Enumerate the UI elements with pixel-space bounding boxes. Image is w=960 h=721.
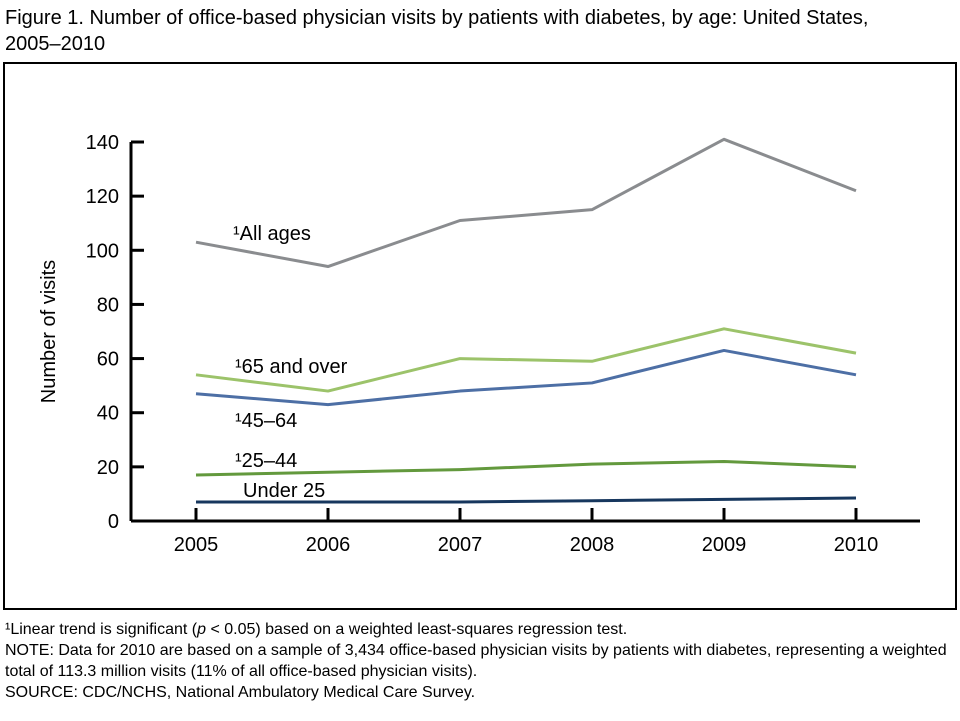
y-tick-label: 120	[86, 186, 119, 208]
series-label-65-and-over: ¹65 and over	[235, 356, 348, 378]
footnote-trend-p: p	[197, 621, 206, 638]
series-line-45-64	[195, 348, 857, 407]
y-axis-title: Number of visits	[38, 260, 60, 403]
series-label-under-25: Under 25	[243, 480, 325, 502]
chart-canvas: 0 20 40 60 80 100 120 140 2005 2006 2007 2008 2009 20…	[38, 132, 920, 556]
y-tick-label: 0	[108, 511, 119, 533]
series-label-45-64: ¹45–64	[235, 410, 297, 432]
x-tick-label: 2009	[702, 534, 747, 556]
series-line-all-ages	[195, 137, 857, 269]
x-tick-label: 2008	[570, 534, 615, 556]
x-tick-label: 2010	[834, 534, 879, 556]
y-tick-label: 140	[86, 132, 119, 154]
series-label-25-44: ¹25–44	[235, 450, 297, 472]
footnote-note: NOTE: Data for 2010 are based on a sampl…	[5, 642, 947, 680]
x-tick-label: 2005	[174, 534, 219, 556]
footnote-trend: ¹Linear trend is significant (p < 0.05) …	[5, 619, 953, 640]
series-line-25-44	[195, 459, 857, 477]
y-tick-label: 80	[97, 294, 119, 316]
y-tick-label: 40	[97, 403, 119, 425]
series-line-under-25	[196, 496, 857, 504]
x-tick-label: 2007	[438, 534, 483, 556]
footnote-trend-pre: ¹Linear trend is significant (	[5, 621, 198, 638]
chart-frame: 0 20 40 60 80 100 120 140 2005 2006 2007 2008 2009 20…	[3, 62, 957, 610]
footnotes: ¹Linear trend is significant (p < 0.05) …	[5, 619, 953, 703]
footnote-trend-post: < 0.05) based on a weighted least-square…	[206, 621, 628, 638]
series-label-all-ages: ¹All ages	[233, 223, 311, 245]
x-tick-label: 2006	[306, 534, 351, 556]
footnote-source: SOURCE: CDC/NCHS, National Ambulatory Me…	[5, 684, 476, 701]
y-tick-label: 60	[97, 349, 119, 371]
series-line-65-and-over	[195, 327, 857, 393]
figure-title: Figure 1. Number of office-based physici…	[5, 7, 869, 55]
y-tick-label: 20	[97, 457, 119, 479]
y-tick-label: 100	[86, 240, 119, 262]
